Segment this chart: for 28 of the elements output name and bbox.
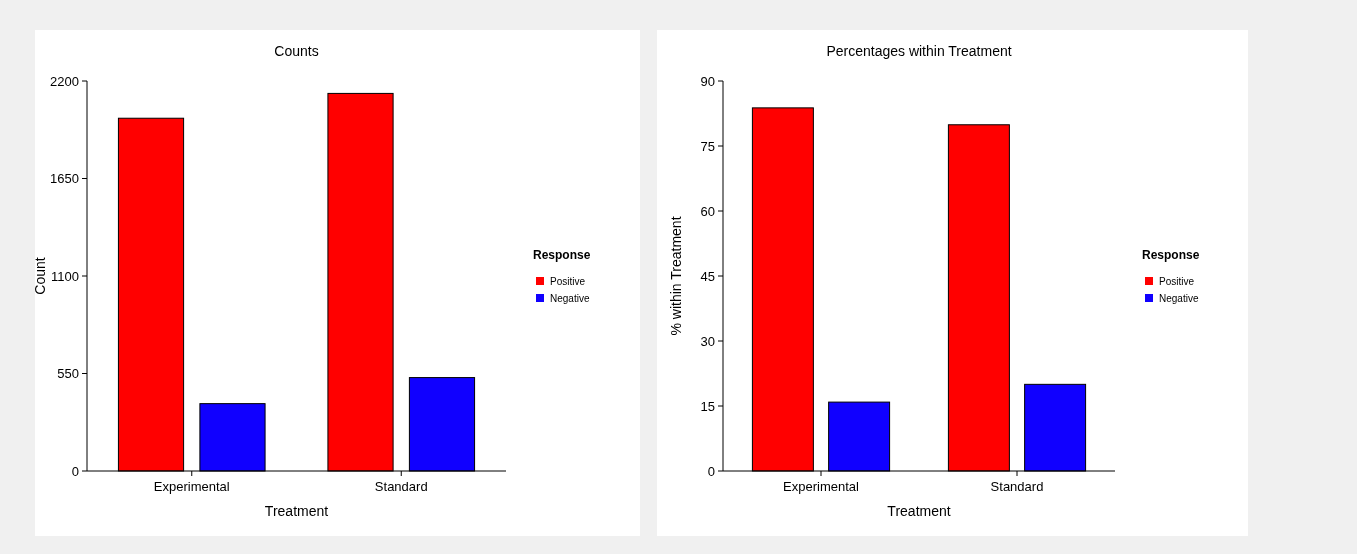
y-tick-label: 30 [700,333,715,349]
x-axis-title: Treatment [264,503,329,519]
y-tick-label: 1100 [51,268,79,284]
y-tick-label: 1650 [50,171,79,187]
y-tick-label: 90 [700,73,715,89]
y-tick-label: 45 [700,268,715,284]
x-tick-label: Experimental [783,479,860,494]
y-tick-label: 2200 [50,73,79,89]
x-tick-label: Experimental [153,479,230,494]
y-tick-label: 75 [700,138,715,154]
legend-label: Positive [550,275,586,287]
chart-title: Counts [274,43,319,59]
x-axis-title: Treatment [887,503,951,519]
y-tick-label: 60 [700,203,715,219]
chart-title: Percentages within Treatment [826,43,1012,59]
legend-title: Response [1142,248,1200,262]
y-tick-label: 0 [71,463,79,479]
legend-title: Response [533,248,591,262]
legend-label: Negative [550,292,590,304]
legend-label: Positive [1159,275,1195,287]
x-tick-label: Standard [374,479,428,494]
y-tick-label: 0 [707,463,715,479]
y-tick-label: 15 [700,398,715,414]
y-tick-label: 550 [57,366,79,382]
y-axis-title: Count [32,257,48,295]
legend-label: Negative [1159,292,1199,304]
y-axis-title: % within Treatment [668,216,684,336]
x-tick-label: Standard [990,479,1044,494]
